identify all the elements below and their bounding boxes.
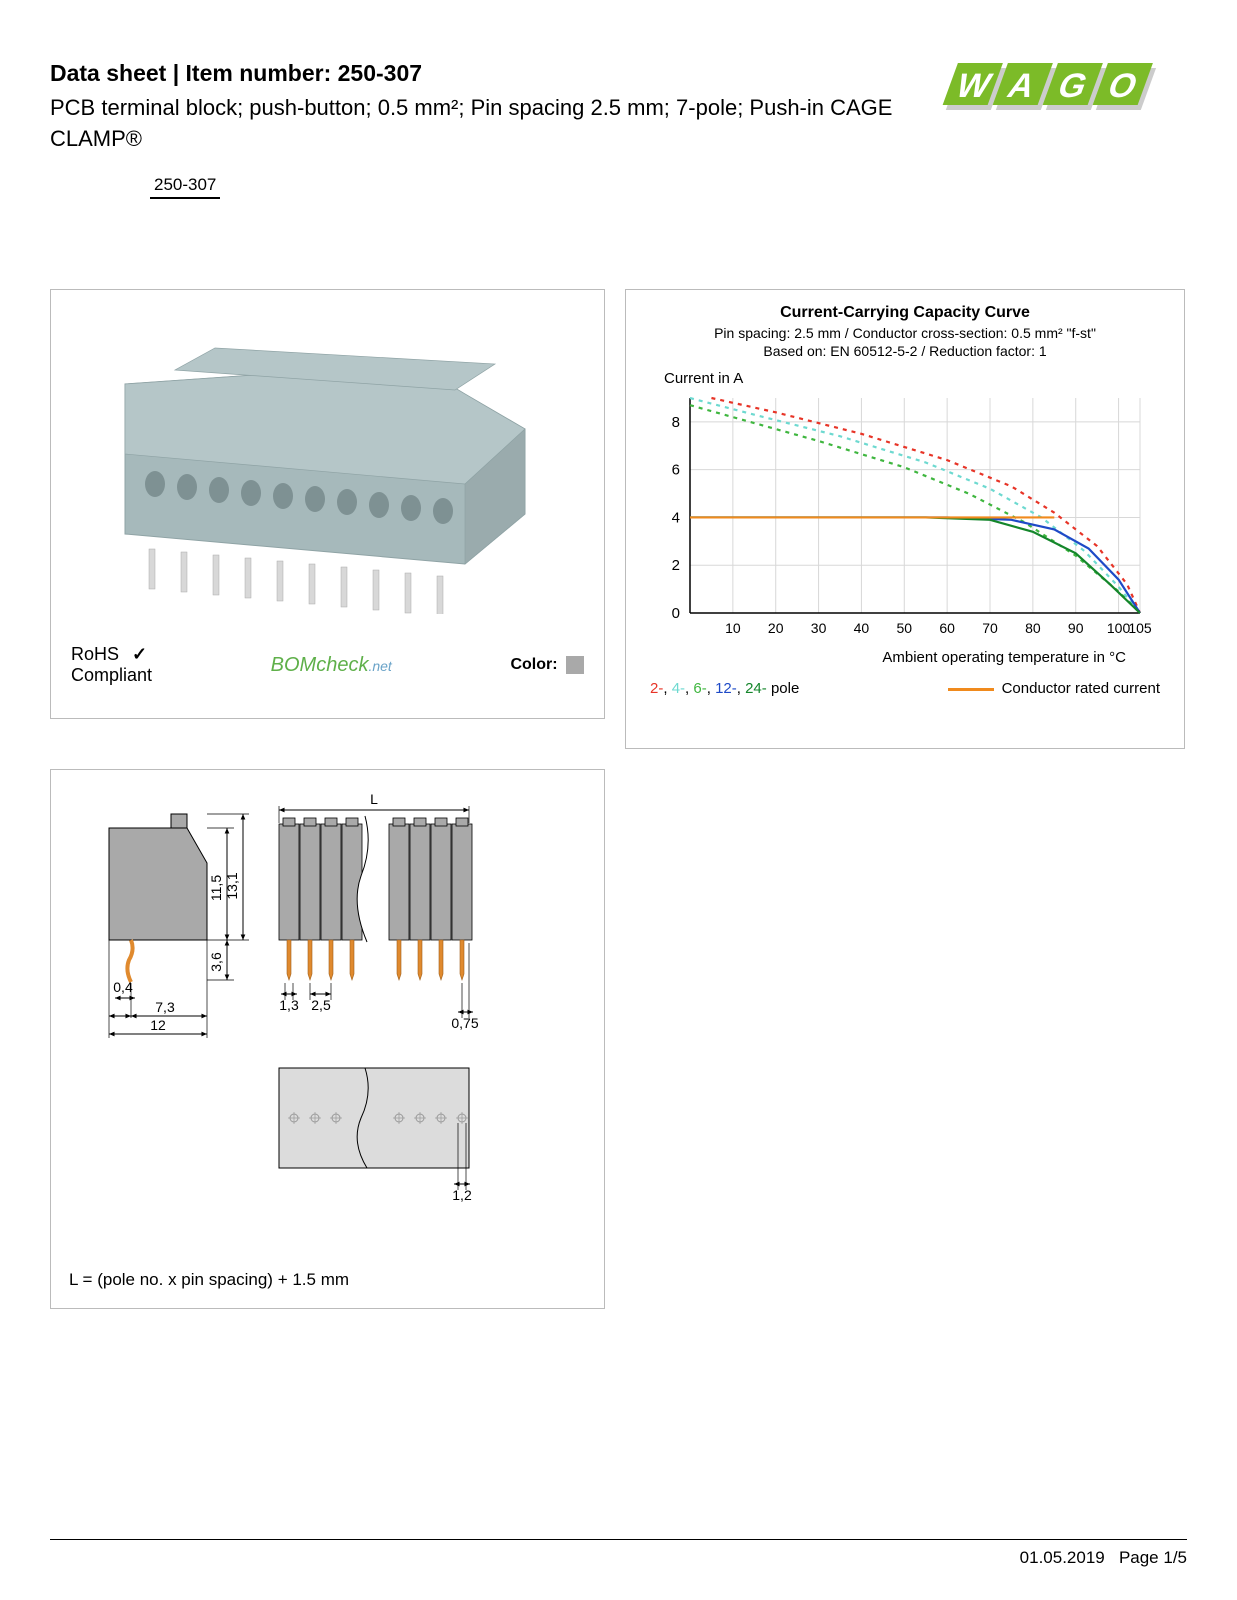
wago-logo: W A G O [937,60,1187,120]
legend-rated-label: Conductor rated current [1002,680,1160,697]
footer-divider [50,1539,1187,1540]
svg-text:12: 12 [150,1017,166,1033]
svg-text:10: 10 [725,620,741,636]
chart-x-label: Ambient operating temperature in °C [644,649,1126,666]
bomcheck-text: BOMcheck [271,654,369,676]
page-title: Data sheet | Item number: 250-307 [50,60,900,87]
svg-text:13,1: 13,1 [224,872,240,899]
chart-sub2: Based on: EN 60512-5-2 / Reduction facto… [644,342,1166,360]
svg-text:11,5: 11,5 [208,874,224,900]
svg-text:8: 8 [672,414,680,431]
bomcheck-suffix: .net [368,658,391,674]
svg-text:1,3: 1,3 [279,997,299,1013]
check-icon: ✓ [132,644,147,664]
svg-text:90: 90 [1068,620,1084,636]
header-text: Data sheet | Item number: 250-307 PCB te… [50,60,900,155]
header: Data sheet | Item number: 250-307 PCB te… [50,60,1187,155]
svg-text:60: 60 [939,620,955,636]
legend-poles: 2-, 4-, 6-, 12-, 24- pole [650,680,799,697]
svg-text:70: 70 [982,620,998,636]
compliant-label: Compliant [71,665,152,685]
svg-text:40: 40 [854,620,870,636]
legend-rated: Conductor rated current [948,680,1160,697]
svg-text:50: 50 [896,620,912,636]
color-swatch [566,656,584,674]
page-subtitle: PCB terminal block; push-button; 0.5 mm²… [50,93,900,155]
bomcheck-logo: BOMcheck.net [271,654,392,677]
product-panel: RoHS ✓ Compliant BOMcheck.net Color: [50,289,605,719]
dimension-drawing: 11,513,1 3,6 0,4 7,3 12 L 1,3 2,5 0,75 1,2 [69,788,579,1248]
footer: 01.05.2019 Page 1/5 [1020,1548,1187,1568]
dimension-panel: 11,513,1 3,6 0,4 7,3 12 L 1,3 2,5 0,75 1,2 L = (p… [50,769,605,1309]
chart-title: Current-Carrying Capacity Curve [644,304,1166,322]
chart-y-label: Current in A [664,370,1166,387]
chart-legend: 2-, 4-, 6-, 12-, 24- pole Conductor rate… [644,680,1166,697]
svg-text:4: 4 [672,509,680,526]
color-indicator: Color: [510,656,584,674]
product-image [65,304,590,624]
item-tag: 250-307 [150,173,220,199]
svg-text:0,4: 0,4 [113,979,133,995]
legend-line-icon [948,688,994,691]
chart-sub1: Pin spacing: 2.5 mm / Conductor cross-se… [644,324,1166,342]
svg-text:3,6: 3,6 [208,952,224,972]
svg-text:30: 30 [811,620,827,636]
svg-text:105: 105 [1128,620,1152,636]
svg-text:7,3: 7,3 [155,999,175,1015]
svg-text:2,5: 2,5 [311,997,331,1013]
svg-text:1,2: 1,2 [452,1187,472,1203]
capacity-chart: 0 2 4 6 8 10 20 30 40 50 60 70 80 90 100105 [650,393,1160,643]
svg-text:L: L [370,791,378,807]
svg-text:100: 100 [1107,620,1131,636]
footer-page: Page 1/5 [1119,1548,1187,1567]
svg-text:0: 0 [672,605,680,622]
rohs-label: RoHS [71,644,119,664]
svg-text:80: 80 [1025,620,1041,636]
svg-text:2: 2 [672,557,680,574]
chart-panel: Current-Carrying Capacity Curve Pin spac… [625,289,1185,749]
rohs-compliance: RoHS ✓ Compliant [71,644,152,687]
svg-text:0,75: 0,75 [451,1015,478,1031]
dimension-note: L = (pole no. x pin spacing) + 1.5 mm [69,1270,349,1290]
svg-text:20: 20 [768,620,784,636]
footer-date: 01.05.2019 [1020,1548,1105,1567]
svg-text:6: 6 [672,462,680,479]
color-label: Color: [510,656,557,673]
